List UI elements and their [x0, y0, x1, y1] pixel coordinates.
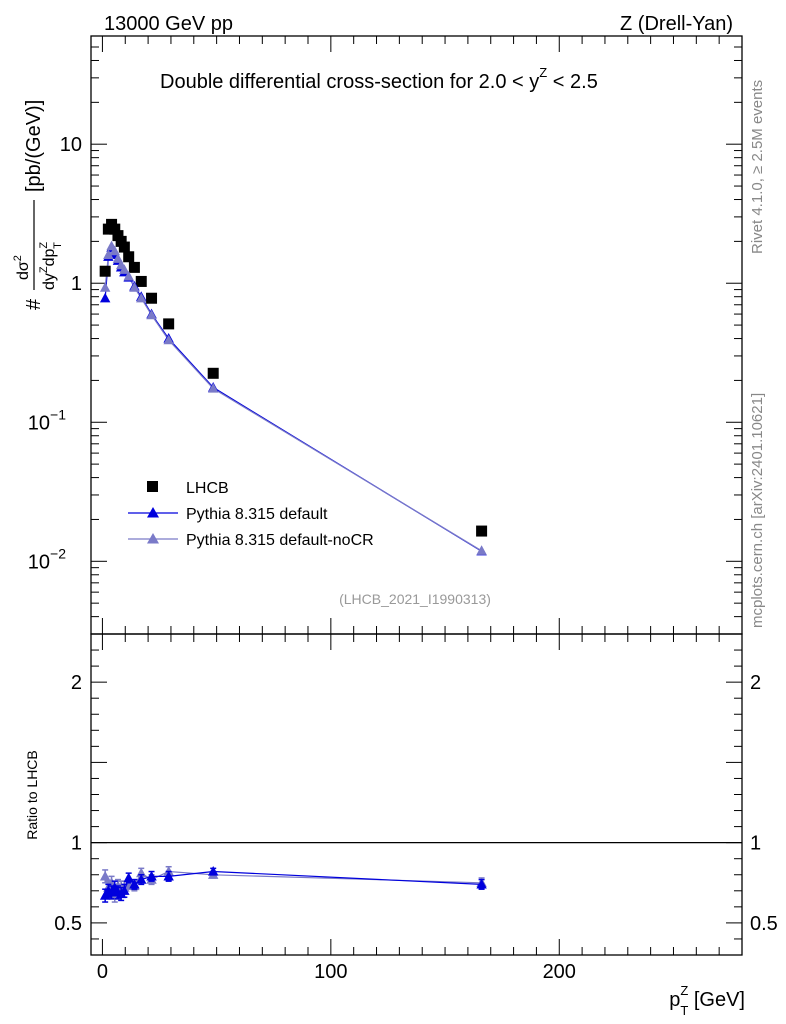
legend-marker-lhcb [147, 481, 158, 492]
ytick-label: 1 [71, 273, 82, 295]
ytick-label-left: 2 [71, 672, 82, 694]
data-point-lhcb [99, 265, 111, 277]
legend-label-nocr: Pythia 8.315 default-noCR [186, 532, 374, 549]
data-point-lhcb [123, 251, 135, 263]
data-point-nocr [163, 334, 174, 345]
xtick-label: 0 [97, 961, 108, 983]
xlabel: pZ T [GeV] [669, 983, 745, 1018]
data-point-nocr [136, 292, 147, 303]
ylabel-numerator: dσ2 [12, 255, 32, 280]
ratio-point-default [136, 874, 147, 884]
header-left: 13000 GeV pp [104, 13, 233, 35]
legend-marker-default [147, 507, 159, 518]
data-point-nocr [112, 253, 124, 263]
ratio-point-default [207, 866, 219, 876]
ratio-point-default [123, 872, 134, 883]
data-point-nocr [123, 270, 134, 281]
ytick-label: 10 [60, 134, 82, 156]
data-point-lhcb [128, 261, 140, 273]
legend-label-lhcb: LHCB [186, 480, 229, 497]
ytick-label-right: 2 [750, 672, 761, 694]
data-point-nocr [476, 545, 487, 555]
ratio-axis-ticks [91, 634, 743, 955]
xtick-labels: 0 100 200 [97, 961, 576, 983]
data-point-lhcb [115, 235, 127, 247]
ylabel-units: [pb/(GeV)] [23, 100, 45, 192]
ratio-point-default [163, 870, 174, 881]
data-point-nocr [109, 245, 120, 256]
data-point-lhcb [135, 275, 147, 287]
ratio-ylabel: Ratio to LHCB [24, 750, 40, 839]
header-right: Z (Drell-Yan) [620, 13, 733, 35]
ytick-label: 10−2 [28, 545, 66, 573]
main-series [99, 218, 488, 556]
ratio-point-default [146, 870, 157, 881]
ratio-point-default [129, 878, 140, 889]
data-point-lhcb [118, 241, 130, 253]
data-point-nocr [146, 309, 157, 320]
mcplots-label: mcplots.cern.ch [arXiv:2401.10621] [749, 393, 766, 628]
data-point-lhcb [207, 367, 219, 379]
data-point-lhcb [476, 525, 488, 537]
ratio-series [91, 842, 742, 903]
rivet-label: Rivet 4.1.0, ≥ 2.5M events [749, 80, 766, 254]
ytick-label-left: 0.5 [54, 913, 82, 935]
data-point-nocr [119, 264, 130, 274]
main-plot-panel: 10 1 10−1 10−2 Double differential cross-se… [12, 35, 743, 635]
data-point-lhcb [163, 318, 175, 330]
main-ylabel: # dσ2 dyZdpZ T [pb/(GeV)] [12, 100, 64, 310]
ylabel-hash: # [23, 298, 45, 310]
legend-label-default: Pythia 8.315 default [186, 506, 328, 523]
ylabel-denominator: dyZdpZ T [38, 242, 64, 290]
ytick-label-right: 0.5 [750, 913, 778, 935]
data-point-lhcb [109, 223, 121, 235]
xtick-label: 200 [543, 961, 576, 983]
data-point-lhcb [112, 230, 124, 242]
data-point-default [99, 292, 111, 303]
ytick-label-left: 1 [71, 833, 82, 855]
ytick-label-right: 1 [750, 833, 761, 855]
ratio-point-default [476, 878, 487, 889]
chart-title: Double differential cross-section for 2.… [160, 65, 598, 93]
data-point-lhcb [146, 292, 158, 304]
data-point-nocr [103, 249, 114, 259]
data-point-nocr [99, 282, 111, 292]
main-axis-ticks [91, 35, 743, 635]
main-ytick-labels: 10 1 10−1 10−2 [28, 134, 82, 573]
ytick-label: 10−1 [28, 406, 66, 434]
data-point-nocr [129, 282, 140, 292]
legend: LHCB Pythia 8.315 default Pythia 8.315 d… [128, 480, 374, 549]
ratio-plot-panel: 0.5 0.5 1 1 2 2 0 100 200 Ratio to LHCB pZ T [Ge… [24, 633, 778, 1018]
ratio-point-default [119, 885, 130, 895]
data-point-nocr [207, 382, 219, 393]
ratio-point-nocr [99, 870, 111, 881]
xtick-label: 100 [314, 961, 347, 983]
legend-marker-nocr [147, 533, 159, 544]
ratio-ytick-labels: 0.5 0.5 1 1 2 2 [54, 672, 778, 935]
analysis-watermark: (LHCB_2021_I1990313) [339, 591, 491, 607]
ratio-plot-frame [90, 633, 743, 956]
